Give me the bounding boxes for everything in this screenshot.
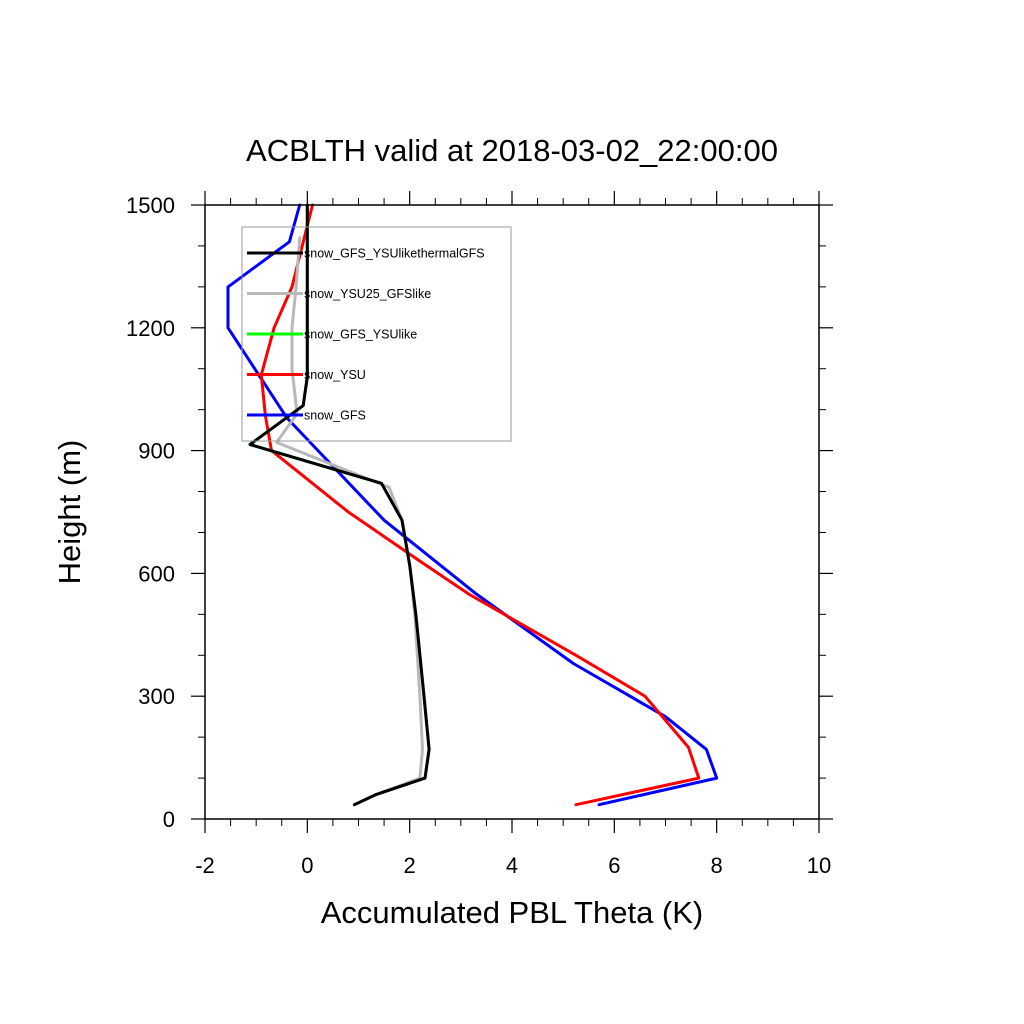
y-axis-title: Height (m)	[52, 440, 87, 585]
legend-label: snow_YSU25_GFSlike	[304, 287, 431, 301]
legend-item: snow_GFS	[247, 409, 366, 423]
series-line-snow_YSU25_GFSlike	[275, 236, 424, 807]
legend-item: snow_YSU25_GFSlike	[247, 287, 431, 301]
y-tick-label: 900	[138, 439, 175, 464]
x-axis-title: Accumulated PBL Theta (K)	[321, 895, 704, 930]
x-tick-label: 10	[807, 853, 831, 878]
legend-items: snow_GFS_YSUlikethermalGFS snow_YSU25_GFS…	[247, 247, 485, 423]
x-tick-label: -2	[195, 853, 215, 878]
x-tick-label: 6	[608, 853, 620, 878]
y-tick-label: 1200	[126, 316, 175, 341]
y-tick-label: 600	[138, 561, 175, 586]
x-tick-label: 0	[301, 853, 313, 878]
legend-label: snow_YSU	[304, 368, 366, 382]
series-line-snow_GFS_YSUlikethermalGFS	[248, 203, 431, 807]
x-tick-label: 4	[506, 853, 518, 878]
legend: snow_GFS_YSUlikethermalGFS snow_YSU25_GFS…	[241, 226, 512, 442]
axes-layer: -2 0 2 4 6 8 10 0 300 600 900 1200 1500	[126, 191, 833, 878]
y-tick-label: 1500	[126, 193, 175, 218]
legend-label: snow_GFS	[304, 409, 366, 423]
y-tick-label: 0	[163, 807, 175, 832]
legend-label: snow_GFS_YSUlike	[304, 328, 417, 342]
chart-title: ACBLTH valid at 2018-03-02_22:00:00	[246, 133, 778, 168]
series-layer	[226, 203, 719, 807]
y-tick-label: 300	[138, 684, 175, 709]
series-line-snow_GFS	[226, 203, 719, 807]
legend-label: snow_GFS_YSUlikethermalGFS	[304, 247, 485, 261]
legend-box	[241, 226, 512, 442]
legend-item: snow_YSU	[247, 368, 366, 382]
x-tick-label: 2	[404, 853, 416, 878]
series-line-snow_YSU	[259, 203, 701, 807]
legend-item: snow_GFS_YSUlikethermalGFS	[247, 247, 485, 261]
plot-frame	[204, 204, 820, 820]
x-tick-label: 8	[711, 853, 723, 878]
legend-item: snow_GFS_YSUlike	[247, 328, 417, 342]
